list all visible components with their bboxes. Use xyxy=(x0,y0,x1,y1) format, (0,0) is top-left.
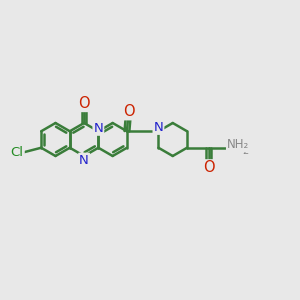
Text: N: N xyxy=(79,154,89,167)
Text: N: N xyxy=(154,121,163,134)
Text: H: H xyxy=(230,138,239,151)
Text: O: O xyxy=(123,104,134,119)
Text: N: N xyxy=(94,122,103,135)
Text: NH: NH xyxy=(230,140,248,153)
Text: 2: 2 xyxy=(242,146,248,156)
Text: O: O xyxy=(203,160,214,175)
Text: Cl: Cl xyxy=(11,146,24,159)
Text: NH₂: NH₂ xyxy=(227,138,249,151)
Text: O: O xyxy=(78,96,90,111)
